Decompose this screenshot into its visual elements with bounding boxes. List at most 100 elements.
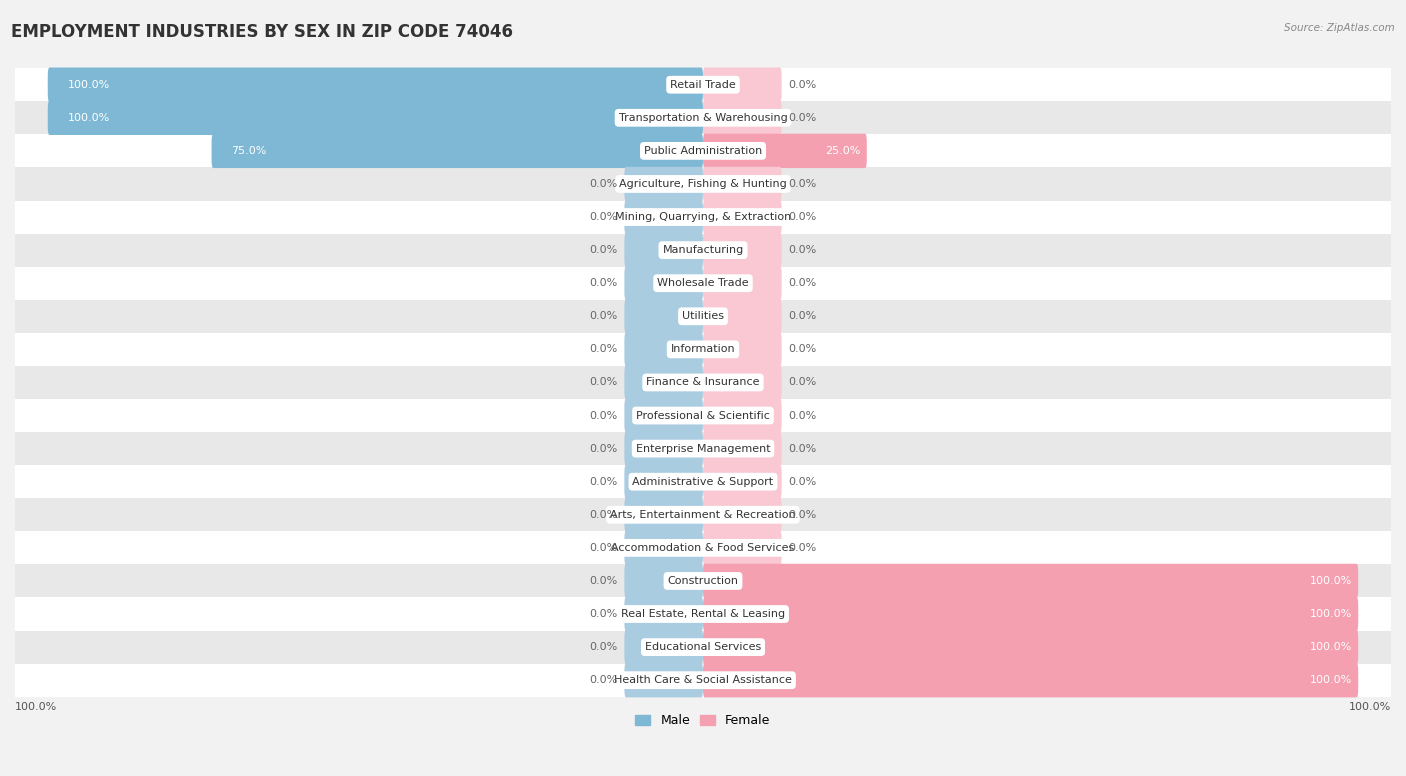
Text: 75.0%: 75.0% bbox=[231, 146, 267, 156]
FancyBboxPatch shape bbox=[624, 663, 703, 698]
Text: 0.0%: 0.0% bbox=[789, 476, 817, 487]
FancyBboxPatch shape bbox=[624, 233, 703, 267]
Bar bbox=[15, 68, 1391, 101]
FancyBboxPatch shape bbox=[703, 68, 782, 102]
Text: Professional & Scientific: Professional & Scientific bbox=[636, 411, 770, 421]
Bar bbox=[15, 300, 1391, 333]
Bar bbox=[15, 465, 1391, 498]
Text: Educational Services: Educational Services bbox=[645, 642, 761, 652]
Text: 0.0%: 0.0% bbox=[589, 345, 617, 355]
FancyBboxPatch shape bbox=[703, 663, 1358, 698]
FancyBboxPatch shape bbox=[624, 431, 703, 466]
FancyBboxPatch shape bbox=[624, 167, 703, 201]
Text: 0.0%: 0.0% bbox=[789, 179, 817, 189]
Text: 0.0%: 0.0% bbox=[589, 510, 617, 520]
Text: 0.0%: 0.0% bbox=[789, 510, 817, 520]
Text: Finance & Insurance: Finance & Insurance bbox=[647, 377, 759, 387]
Text: 0.0%: 0.0% bbox=[789, 377, 817, 387]
Text: 0.0%: 0.0% bbox=[789, 279, 817, 288]
FancyBboxPatch shape bbox=[703, 332, 782, 366]
FancyBboxPatch shape bbox=[624, 597, 703, 631]
Bar bbox=[15, 532, 1391, 564]
Text: 0.0%: 0.0% bbox=[789, 345, 817, 355]
Bar bbox=[15, 267, 1391, 300]
FancyBboxPatch shape bbox=[703, 563, 1358, 598]
FancyBboxPatch shape bbox=[624, 266, 703, 300]
Bar bbox=[15, 631, 1391, 663]
Text: 0.0%: 0.0% bbox=[589, 444, 617, 454]
Text: 0.0%: 0.0% bbox=[589, 377, 617, 387]
Bar bbox=[15, 134, 1391, 168]
Text: 100.0%: 100.0% bbox=[1348, 702, 1391, 712]
Text: Utilities: Utilities bbox=[682, 311, 724, 321]
FancyBboxPatch shape bbox=[624, 200, 703, 234]
Text: EMPLOYMENT INDUSTRIES BY SEX IN ZIP CODE 74046: EMPLOYMENT INDUSTRIES BY SEX IN ZIP CODE… bbox=[11, 23, 513, 41]
FancyBboxPatch shape bbox=[703, 531, 782, 565]
FancyBboxPatch shape bbox=[48, 68, 703, 102]
FancyBboxPatch shape bbox=[624, 332, 703, 366]
Text: Construction: Construction bbox=[668, 576, 738, 586]
Text: Mining, Quarrying, & Extraction: Mining, Quarrying, & Extraction bbox=[614, 212, 792, 222]
Bar bbox=[15, 564, 1391, 598]
Text: 0.0%: 0.0% bbox=[589, 311, 617, 321]
Text: 100.0%: 100.0% bbox=[1309, 609, 1351, 619]
FancyBboxPatch shape bbox=[624, 497, 703, 532]
Text: 0.0%: 0.0% bbox=[789, 113, 817, 123]
Text: 0.0%: 0.0% bbox=[589, 675, 617, 685]
Legend: Male, Female: Male, Female bbox=[630, 709, 776, 733]
Bar bbox=[15, 200, 1391, 234]
Text: 0.0%: 0.0% bbox=[589, 179, 617, 189]
FancyBboxPatch shape bbox=[703, 133, 868, 168]
FancyBboxPatch shape bbox=[703, 233, 782, 267]
Text: Accommodation & Food Services: Accommodation & Food Services bbox=[612, 543, 794, 553]
Bar bbox=[15, 366, 1391, 399]
Text: 0.0%: 0.0% bbox=[589, 642, 617, 652]
Text: 100.0%: 100.0% bbox=[1309, 576, 1351, 586]
FancyBboxPatch shape bbox=[624, 465, 703, 499]
Text: Wholesale Trade: Wholesale Trade bbox=[657, 279, 749, 288]
FancyBboxPatch shape bbox=[703, 101, 782, 135]
FancyBboxPatch shape bbox=[211, 133, 703, 168]
Bar bbox=[15, 663, 1391, 697]
FancyBboxPatch shape bbox=[703, 299, 782, 334]
Text: 0.0%: 0.0% bbox=[589, 212, 617, 222]
Text: 0.0%: 0.0% bbox=[589, 543, 617, 553]
Text: 0.0%: 0.0% bbox=[789, 411, 817, 421]
FancyBboxPatch shape bbox=[624, 299, 703, 334]
Bar bbox=[15, 399, 1391, 432]
Text: 100.0%: 100.0% bbox=[67, 80, 110, 90]
Text: Administrative & Support: Administrative & Support bbox=[633, 476, 773, 487]
Text: 0.0%: 0.0% bbox=[789, 245, 817, 255]
Text: 0.0%: 0.0% bbox=[589, 245, 617, 255]
Bar bbox=[15, 598, 1391, 631]
Text: Information: Information bbox=[671, 345, 735, 355]
Text: 0.0%: 0.0% bbox=[789, 543, 817, 553]
Text: Agriculture, Fishing & Hunting: Agriculture, Fishing & Hunting bbox=[619, 179, 787, 189]
Text: Source: ZipAtlas.com: Source: ZipAtlas.com bbox=[1284, 23, 1395, 33]
Bar bbox=[15, 432, 1391, 465]
Text: 100.0%: 100.0% bbox=[1309, 675, 1351, 685]
FancyBboxPatch shape bbox=[703, 398, 782, 433]
Text: Health Care & Social Assistance: Health Care & Social Assistance bbox=[614, 675, 792, 685]
FancyBboxPatch shape bbox=[703, 630, 1358, 664]
Text: 100.0%: 100.0% bbox=[1309, 642, 1351, 652]
Text: Public Administration: Public Administration bbox=[644, 146, 762, 156]
Text: 0.0%: 0.0% bbox=[589, 476, 617, 487]
Text: 0.0%: 0.0% bbox=[589, 576, 617, 586]
FancyBboxPatch shape bbox=[48, 101, 703, 135]
FancyBboxPatch shape bbox=[703, 167, 782, 201]
Text: Arts, Entertainment & Recreation: Arts, Entertainment & Recreation bbox=[610, 510, 796, 520]
Text: 25.0%: 25.0% bbox=[825, 146, 860, 156]
FancyBboxPatch shape bbox=[703, 465, 782, 499]
Bar bbox=[15, 101, 1391, 134]
Bar bbox=[15, 498, 1391, 532]
FancyBboxPatch shape bbox=[624, 563, 703, 598]
Text: Transportation & Warehousing: Transportation & Warehousing bbox=[619, 113, 787, 123]
Text: Enterprise Management: Enterprise Management bbox=[636, 444, 770, 454]
FancyBboxPatch shape bbox=[703, 266, 782, 300]
Text: 0.0%: 0.0% bbox=[789, 311, 817, 321]
FancyBboxPatch shape bbox=[624, 398, 703, 433]
FancyBboxPatch shape bbox=[703, 431, 782, 466]
Text: Manufacturing: Manufacturing bbox=[662, 245, 744, 255]
Text: 0.0%: 0.0% bbox=[589, 609, 617, 619]
